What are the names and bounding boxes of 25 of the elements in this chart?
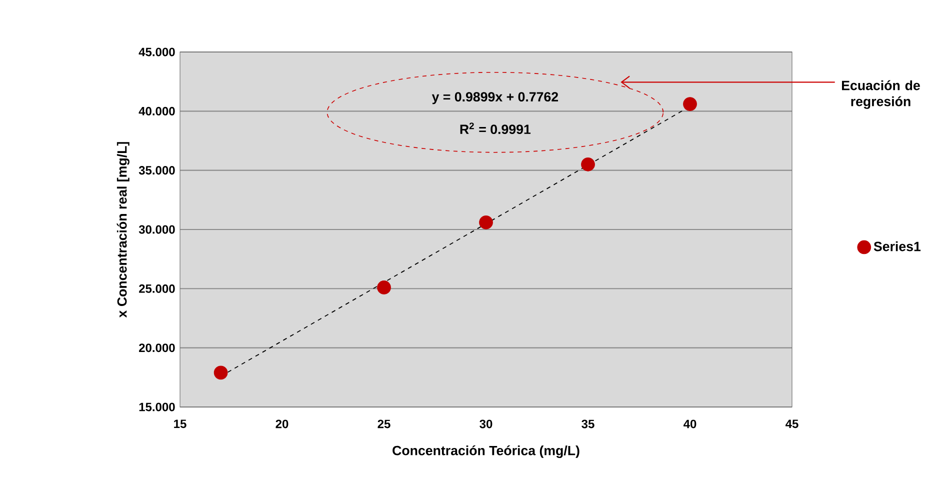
x-axis-title: Concentración Teórica (mg/L): [392, 445, 580, 458]
annotation: R$^{2}$ = 0.9991: [460, 122, 531, 134]
y-tick-label: 40.000: [138, 106, 175, 116]
point: [479, 215, 493, 230]
x-tick-label: 15: [174, 420, 186, 428]
legend-label: Series1: [874, 241, 921, 252]
point: [683, 97, 697, 111]
point: [581, 157, 595, 172]
x-tick-label: 45: [786, 420, 798, 428]
y-tick-label: 30.000: [138, 225, 175, 234]
y-tick-label: 45.000: [138, 48, 175, 56]
x-tick-label: 25: [378, 420, 390, 428]
y-axis-title: x Concentración real [mg/L]: [116, 142, 130, 318]
y-tick-label: 35.000: [138, 166, 175, 175]
point: [214, 366, 228, 380]
y-tick-label: 20.000: [139, 344, 175, 352]
point: [377, 280, 391, 294]
x-tick-label: 35: [582, 420, 594, 428]
text: Ecuación de regresión: [842, 80, 920, 109]
x-tick-label: 40: [684, 420, 696, 428]
x-tick-label: 30: [480, 420, 492, 428]
y-tick-label: 25.000: [139, 284, 175, 293]
annotation: y = 0.9899x + 0.7762: [432, 92, 558, 104]
y-tick-label: 15.000: [139, 402, 175, 412]
x-tick-label: 20: [276, 420, 288, 428]
